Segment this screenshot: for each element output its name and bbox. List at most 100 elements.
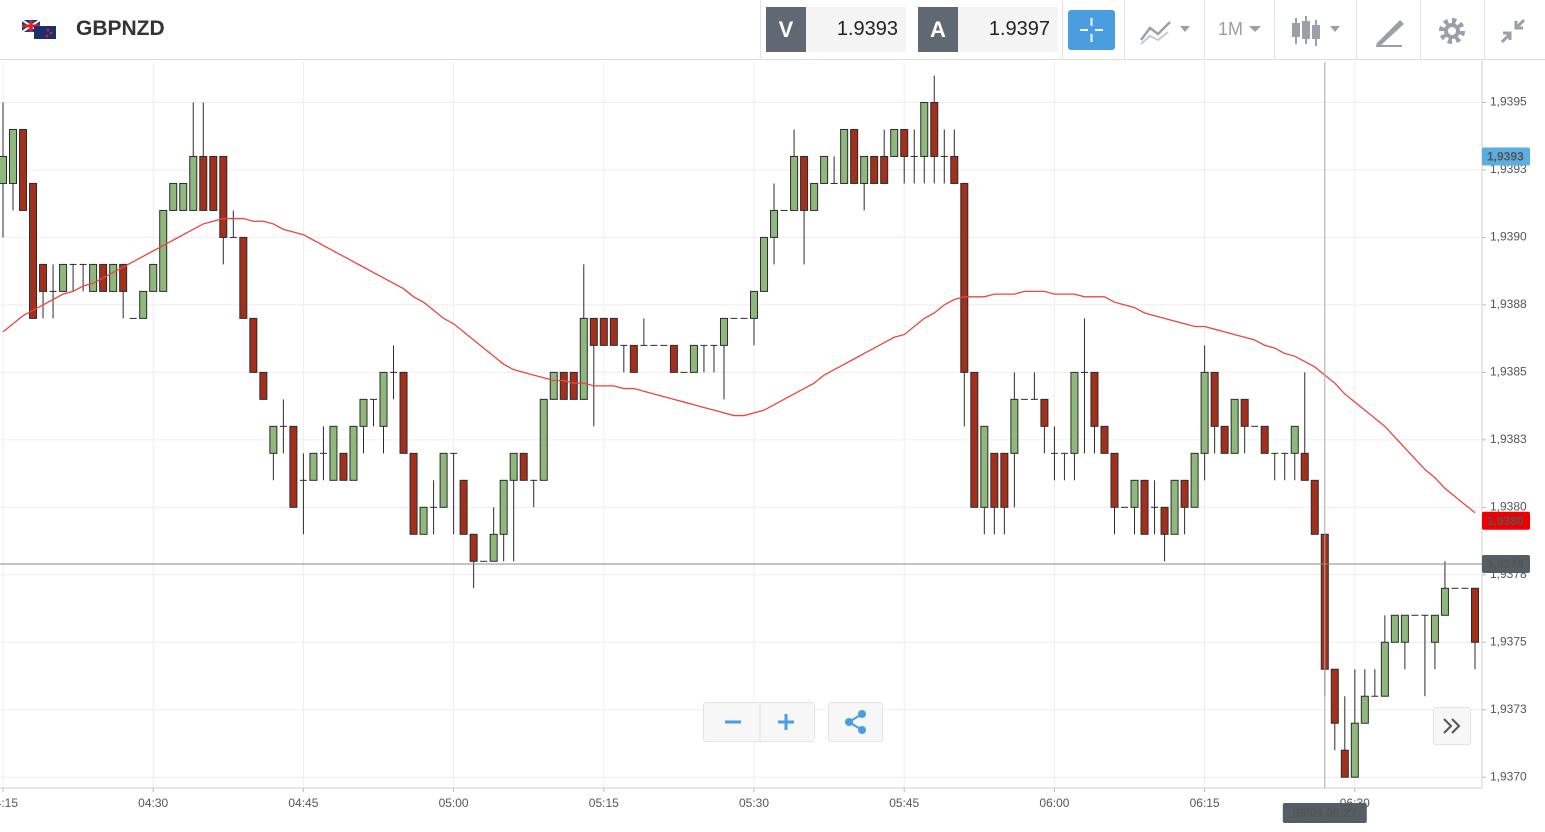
candle-body (299, 479, 307, 481)
y-tick-label: 1,9370 (1490, 769, 1527, 783)
candle-body (730, 317, 738, 319)
candle-body (439, 452, 448, 508)
share-icon (845, 710, 866, 734)
candles-button[interactable] (1290, 14, 1346, 48)
candle-body (1451, 587, 1459, 589)
candle-body (1281, 452, 1289, 454)
candle-body (680, 371, 688, 373)
collapse-button[interactable] (1498, 16, 1528, 46)
candle-body (29, 182, 38, 319)
x-tick-label: 06:15 (1190, 796, 1220, 810)
candle-body (1100, 425, 1109, 454)
candle-body (1230, 398, 1239, 454)
candle-body (710, 344, 718, 346)
crosshair-time-badge (1282, 803, 1367, 823)
candle-body (1140, 479, 1149, 535)
candle-body (1260, 425, 1269, 454)
candle-body (279, 425, 287, 427)
candle-body (39, 263, 48, 292)
ma-badge-label: 1,9380 (1487, 514, 1524, 528)
candle-body (780, 209, 788, 211)
candle-body (209, 155, 218, 211)
settings-button[interactable] (1436, 15, 1468, 47)
candle-body (430, 506, 438, 508)
y-tick-label: 1,9385 (1490, 365, 1527, 379)
candle-body (129, 317, 137, 319)
candles (0, 75, 1479, 778)
crosshair-button[interactable] (1068, 10, 1115, 50)
toolbar: GBPNZD V 1.9393 A 1.9397 1M (0, 0, 1545, 60)
crosshair-price-badge (1482, 554, 1530, 573)
draw-button[interactable] (1372, 14, 1406, 48)
candle-body (1290, 425, 1299, 454)
candle-body (49, 290, 57, 292)
candle-body (229, 236, 237, 238)
candle-body (549, 371, 558, 400)
share-button[interactable] (828, 702, 883, 742)
candle-body (669, 344, 678, 373)
candle-body (900, 128, 909, 157)
candle-body (1110, 452, 1119, 508)
candle-body (629, 344, 638, 373)
candle-body (1090, 371, 1099, 427)
candle-body (559, 371, 568, 400)
candle-body (289, 425, 298, 508)
x-tick-label: 06:00 (1039, 796, 1069, 810)
candle-body (59, 263, 68, 292)
candle-body (1060, 452, 1068, 454)
candle-body (1080, 371, 1088, 373)
y-tick-label: 1,9393 (1490, 162, 1527, 176)
candle-body (19, 128, 28, 211)
candle-body (1380, 641, 1389, 697)
candle-body (169, 182, 178, 211)
candle-body (770, 209, 779, 238)
scroll-right-button[interactable] (1433, 707, 1471, 745)
symbol: GBPNZD (76, 17, 165, 40)
candle-body (379, 371, 388, 427)
ask-price[interactable]: 1.9397 (958, 7, 1058, 52)
candle-body (0, 155, 7, 184)
candle-body (820, 155, 829, 184)
candle-body (1050, 452, 1058, 454)
y-tick-label: 1,9380 (1490, 499, 1527, 513)
bid-price[interactable]: 1.9393 (806, 7, 906, 52)
timeframe[interactable]: 1M (1218, 19, 1244, 39)
zoom-icons (725, 704, 794, 740)
ask-label[interactable]: A (918, 7, 958, 52)
candle-body (1070, 371, 1079, 454)
candle-body (599, 317, 608, 346)
candle-body (259, 371, 268, 400)
x-tick-label: 04:15 (0, 796, 18, 810)
candle-body (489, 533, 498, 562)
price-badge (1482, 147, 1530, 166)
candle-body (370, 398, 377, 400)
ma-badge (1482, 511, 1530, 530)
candle-body (569, 371, 578, 400)
candle-body (1360, 695, 1369, 724)
candle-body (79, 263, 87, 265)
candle-body (1151, 506, 1159, 508)
candle-body (1340, 749, 1349, 778)
scroll-icon (1443, 718, 1461, 734)
y-tick-label: 1,9375 (1490, 634, 1527, 648)
bid-label[interactable]: V (766, 7, 806, 52)
x-tick-label: 05:15 (589, 796, 619, 810)
candle-body (960, 182, 969, 373)
candle-body (1390, 614, 1399, 643)
y-tick-label: 1,9388 (1490, 297, 1527, 311)
candle-body (860, 155, 869, 184)
candle-body (910, 155, 918, 157)
x-tick-label: 04:30 (138, 796, 168, 810)
candle-body (249, 317, 258, 373)
candle-body (620, 344, 628, 346)
candle-body (850, 128, 859, 184)
candle-body (450, 452, 458, 454)
candle-body (790, 155, 799, 211)
candle-body (179, 182, 188, 211)
candle-body (139, 290, 148, 319)
candle-body (149, 263, 158, 292)
candle-body (1330, 668, 1339, 724)
candle-body (109, 263, 118, 292)
chart-type-button[interactable] (1138, 16, 1194, 46)
